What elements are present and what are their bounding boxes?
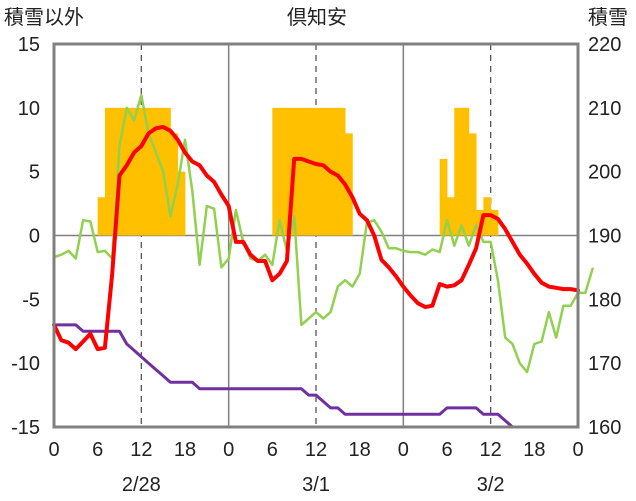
left-tick-label: -10 (11, 353, 40, 375)
x-tick-label: 0 (572, 439, 583, 461)
snow-bar (490, 209, 499, 236)
snow-bar (337, 107, 346, 236)
x-tick-label: 18 (349, 439, 371, 461)
right-tick-label: 170 (588, 353, 621, 375)
snow-bar (323, 107, 331, 236)
green-series-line (52, 93, 594, 374)
snow-bar (126, 107, 135, 236)
x-tick-label: 12 (480, 439, 502, 461)
snow-bar (104, 107, 113, 236)
date-label: 2/28 (122, 474, 161, 496)
left-tick-label: -5 (22, 289, 40, 311)
date-label: 3/2 (477, 474, 505, 496)
snow-bar (272, 107, 281, 236)
x-tick-label: 18 (523, 439, 545, 461)
snow-bar (294, 107, 302, 236)
left-tick-label: 10 (18, 98, 40, 120)
x-tick-label: 0 (398, 439, 409, 461)
right-tick-label: 220 (588, 34, 621, 56)
red-series-line (52, 125, 580, 352)
left-tick-label: 0 (29, 226, 40, 248)
snow-bar (163, 107, 171, 236)
series-lines (52, 93, 594, 429)
snow-bar (97, 197, 106, 236)
snow-bar (308, 107, 317, 236)
snow-bar (439, 158, 448, 236)
snow-bar (301, 107, 310, 236)
right-tick-label: 200 (588, 162, 621, 184)
x-tick-label: 0 (48, 439, 59, 461)
snow-bar (112, 107, 120, 236)
right-tick-label: 180 (588, 289, 621, 311)
snow-bar (155, 107, 164, 236)
plot-frame (52, 42, 580, 429)
date-labels: 2/28 3/1 3/2 (122, 474, 505, 496)
snow-bar (141, 107, 150, 236)
snow-bar (279, 107, 288, 236)
snow-bar (170, 133, 179, 236)
left-tick-label: 5 (29, 162, 40, 184)
left-tick-label: 15 (18, 34, 40, 56)
right-axis-ticks: 220 210 200 190 180 170 160 (588, 34, 621, 439)
date-label: 3/1 (302, 474, 330, 496)
x-axis-ticks: 0 6 12 18 0 6 12 18 0 6 12 18 0 (48, 439, 583, 461)
right-tick-label: 190 (588, 226, 621, 248)
right-tick-label: 160 (588, 417, 621, 439)
snow-bar (148, 107, 157, 236)
x-tick-label: 18 (174, 439, 196, 461)
snow-bar (134, 107, 142, 236)
snow-bar (447, 197, 455, 236)
purple-series-line (52, 323, 580, 429)
snow-depth-change-bars (97, 107, 499, 236)
snow-bar (461, 107, 470, 236)
x-tick-label: 6 (441, 439, 452, 461)
x-tick-label: 6 (92, 439, 103, 461)
x-tick-label: 12 (130, 439, 152, 461)
snow-bar (345, 133, 353, 236)
x-tick-label: 6 (267, 439, 278, 461)
right-axis-title: 積雪 (588, 5, 628, 29)
snow-bar (468, 133, 477, 236)
left-axis-ticks: 15 10 5 0 -5 -10 -15 (11, 34, 40, 439)
left-axis-title: 積雪以外 (4, 5, 84, 29)
chart-title: 倶知安 (287, 5, 347, 29)
x-tick-label: 12 (305, 439, 327, 461)
left-tick-label: -15 (11, 417, 40, 439)
right-tick-label: 210 (588, 98, 621, 120)
x-tick-label: 0 (223, 439, 234, 461)
snow-bar (454, 107, 462, 236)
snow-bar (316, 107, 324, 236)
snow-bar (286, 107, 295, 236)
snow-bar (177, 171, 186, 236)
